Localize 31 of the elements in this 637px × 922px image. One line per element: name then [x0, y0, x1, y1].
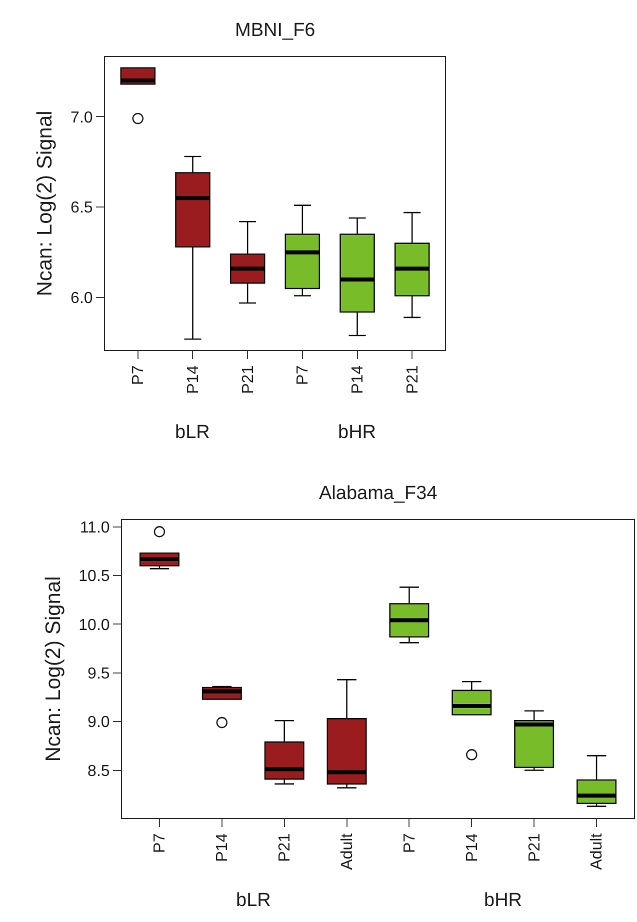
y-tick-label: 8.5 — [88, 762, 110, 780]
y-axis-title: Ncan: Log(2) Signal — [34, 110, 57, 296]
y-axis-title: Ncan: Log(2) Signal — [42, 576, 65, 762]
y-tick-label: 10.5 — [78, 568, 110, 586]
text: bHR — [484, 890, 522, 911]
x-tick-label: P7 — [130, 365, 148, 385]
y-tick-label: 6.5 — [70, 200, 93, 217]
x-tick-label: P7 — [294, 365, 312, 385]
x-tick-label: P21 — [404, 365, 422, 394]
text: bLR — [175, 422, 210, 443]
text: bLR — [236, 890, 271, 911]
x-tick-label: P14 — [214, 833, 232, 862]
text: bHR — [338, 422, 376, 443]
x-tick-label: P7 — [401, 833, 418, 853]
chart-title: MBNI_F6 — [235, 20, 316, 41]
x-tick-label: P7 — [152, 833, 169, 853]
chart-title: Alabama_F34 — [319, 483, 438, 504]
y-tick-label: 9.5 — [88, 666, 110, 682]
x-tick-label: P14 — [184, 365, 202, 394]
x-tick-label: P21 — [526, 833, 544, 862]
y-tick-label: 6.0 — [70, 290, 93, 308]
y-tick-label: 9.0 — [88, 714, 110, 732]
x-tick-label: Adult — [588, 832, 606, 870]
x-tick-label: P21 — [240, 365, 257, 394]
x-tick-label: Adult — [338, 832, 356, 870]
y-tick-label: 7.0 — [70, 109, 93, 126]
x-tick-label: P14 — [464, 833, 481, 862]
x-tick-label: P21 — [276, 833, 294, 862]
y-tick-label: 10.0 — [78, 616, 110, 634]
y-tick-label: 11.0 — [80, 519, 110, 536]
x-tick-label: P14 — [349, 365, 366, 394]
